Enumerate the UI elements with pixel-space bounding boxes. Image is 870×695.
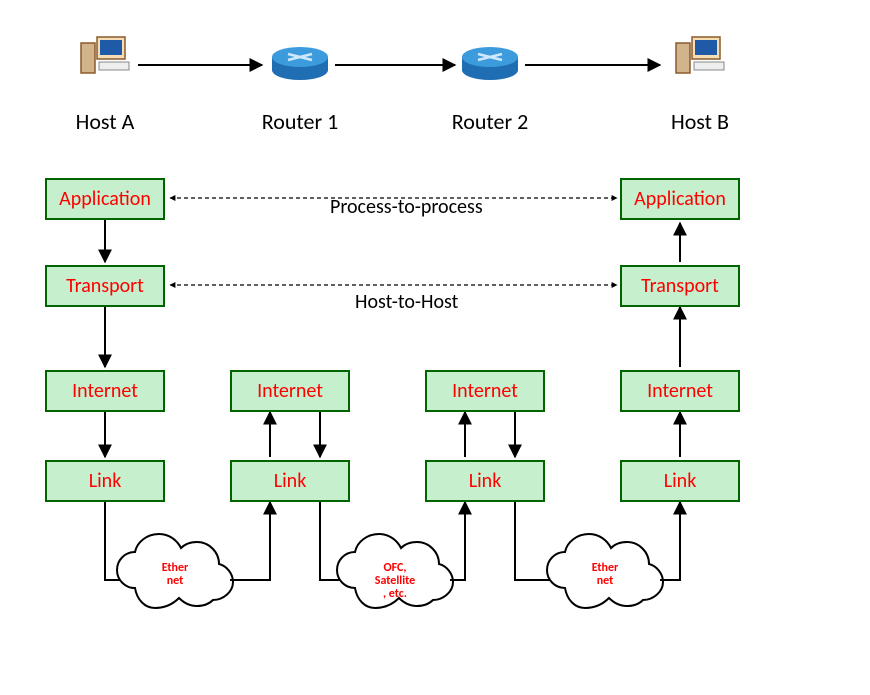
diagram-svg [0, 0, 870, 695]
layer-box-link: Link [45, 460, 165, 502]
cloud-to-link [660, 502, 680, 580]
layer-box-transport: Transport [620, 265, 740, 307]
top-node-label: Host A [50, 108, 160, 135]
peer-label: Host-to-Host [355, 290, 458, 314]
layer-box-link: Link [620, 460, 740, 502]
layer-box-application: Application [45, 178, 165, 220]
cloud-label: OFC,Satellite, etc. [365, 562, 425, 602]
layer-box-internet: Internet [425, 370, 545, 412]
layer-box-link: Link [425, 460, 545, 502]
layer-box-internet: Internet [230, 370, 350, 412]
layer-box-transport: Transport [45, 265, 165, 307]
cloud-to-link [450, 502, 465, 580]
layer-box-internet: Internet [620, 370, 740, 412]
cloud-to-link [230, 502, 270, 580]
layer-box-application: Application [620, 178, 740, 220]
host-icon [81, 37, 129, 73]
top-node-label: Router 2 [435, 108, 545, 135]
cloud-label: Ethernet [575, 562, 635, 588]
router-icon [462, 47, 518, 80]
router-icon [272, 47, 328, 80]
host-icon [676, 37, 724, 73]
top-node-label: Host B [645, 108, 755, 135]
link-to-cloud [515, 502, 550, 580]
layer-box-internet: Internet [45, 370, 165, 412]
top-node-label: Router 1 [245, 108, 355, 135]
peer-label: Process-to-process [330, 195, 483, 219]
layer-box-link: Link [230, 460, 350, 502]
cloud-label: Ethernet [145, 562, 205, 588]
